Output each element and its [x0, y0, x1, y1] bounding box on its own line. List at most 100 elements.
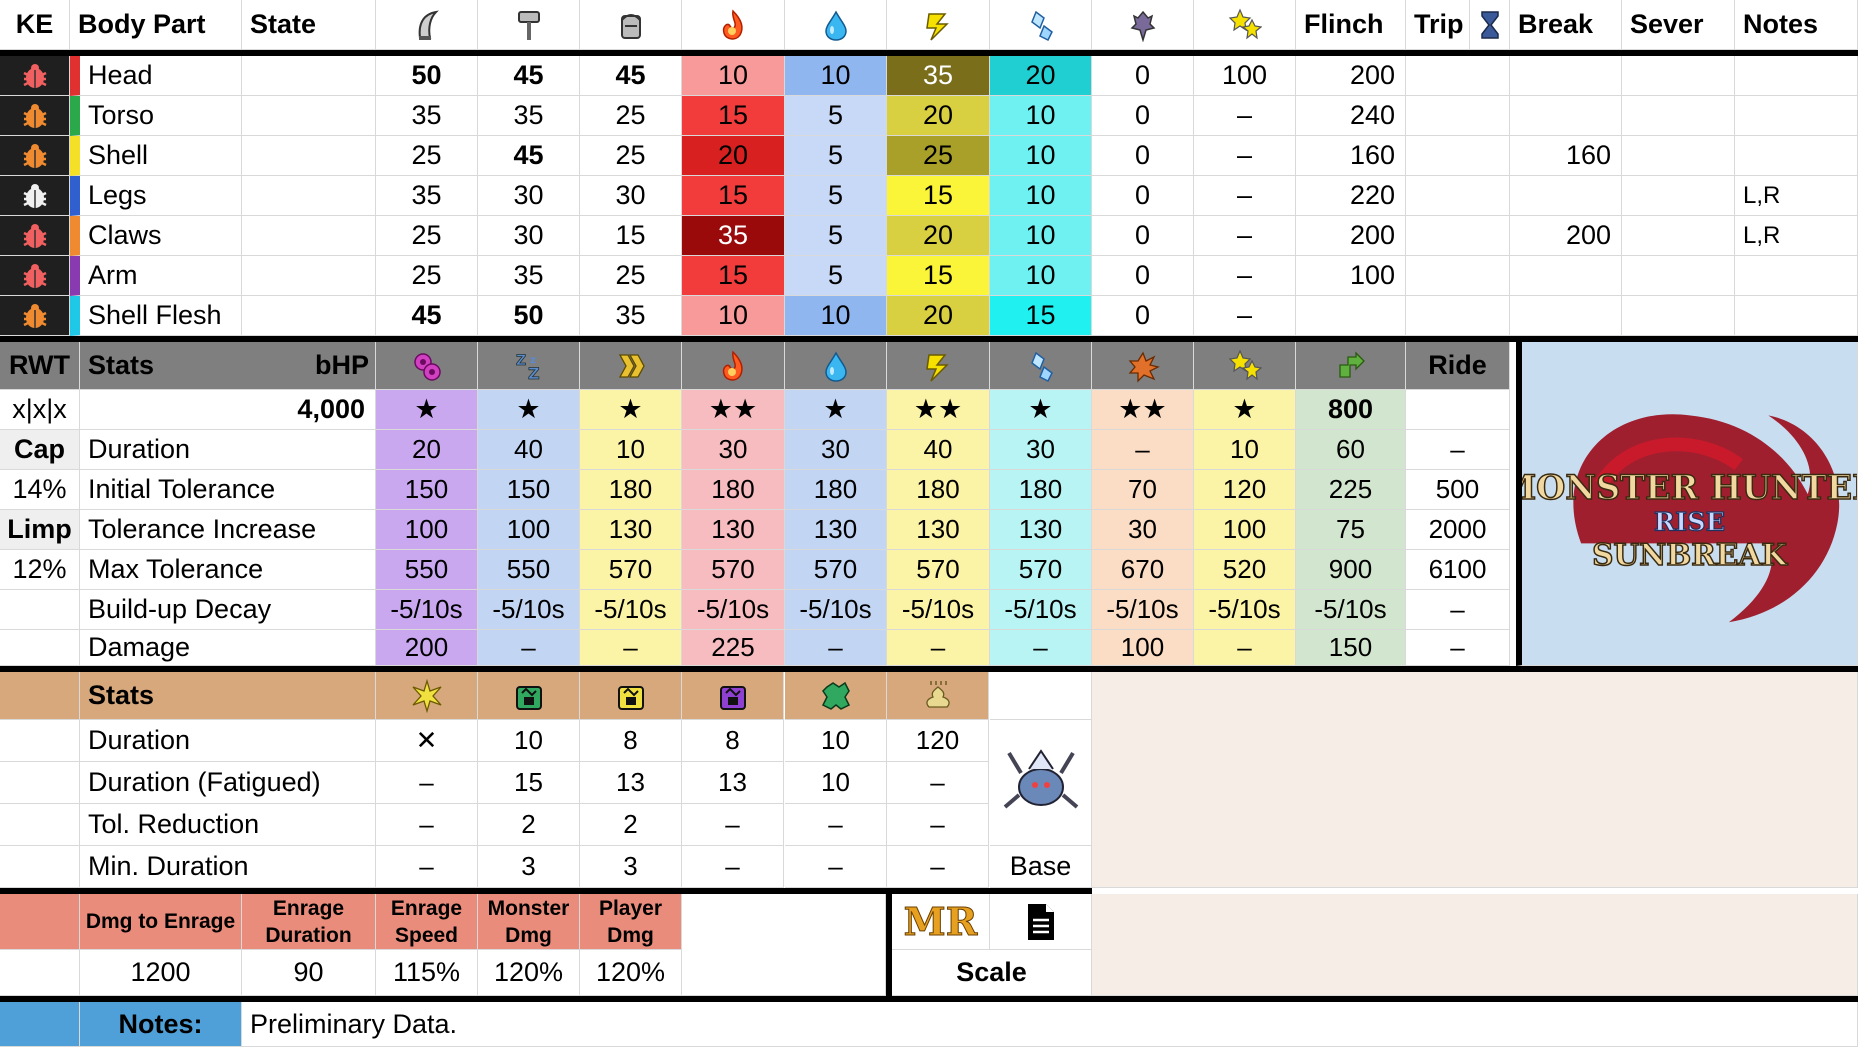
status-value: 100: [1092, 630, 1194, 666]
fire-icon: [722, 8, 743, 40]
status-value: 670: [1092, 550, 1194, 590]
enrage-value: 120%: [580, 950, 682, 996]
status-value: 200: [376, 630, 478, 666]
hitzone-water: 5: [785, 216, 887, 256]
header-hourglass-icon: [1470, 0, 1510, 50]
hitzone-ice: 10: [990, 216, 1092, 256]
hitzone-blunt: 45: [478, 56, 580, 96]
status-value: 130: [990, 510, 1092, 550]
flinch-value: [1296, 296, 1406, 336]
hitzone-ammo: 15: [580, 216, 682, 256]
sever-value: [1622, 216, 1735, 256]
enrage-header: Dmg to Enrage: [80, 894, 242, 950]
hourglass-icon: [1480, 10, 1499, 39]
item-value: 13: [580, 762, 682, 804]
hitzone-dragon: 0: [1092, 136, 1194, 176]
status-value: 75: [1296, 510, 1406, 550]
row-ke-icon: [0, 136, 70, 176]
status-value: 180: [990, 470, 1092, 510]
water-icon: [824, 350, 847, 382]
status-value: 225: [1296, 470, 1406, 510]
flinch-value: 200: [1296, 216, 1406, 256]
hitzone-sever: 25: [376, 216, 478, 256]
status-value: 130: [682, 510, 785, 550]
rwt-side-cell: [0, 630, 80, 666]
status-stars: ★★: [887, 390, 990, 430]
header-tranq-icon: [682, 672, 784, 720]
notes-value: [1735, 136, 1858, 176]
item-value: 120: [887, 720, 989, 762]
enrage-blank: [682, 894, 886, 996]
status-value: 40: [478, 430, 580, 470]
hitzone-ammo: 25: [580, 96, 682, 136]
header-trip: Trip: [1406, 0, 1470, 50]
enrage-value: 115%: [376, 950, 478, 996]
break-value: 160: [1510, 136, 1622, 176]
status-value: 130: [785, 510, 887, 550]
mr-label: MR: [903, 899, 978, 945]
scale-label: Scale: [892, 950, 1092, 996]
header-sever-icon: [376, 0, 478, 50]
item-value: –: [376, 804, 478, 846]
item-value: –: [887, 846, 989, 888]
hitzone-blunt: 30: [478, 176, 580, 216]
enrage-value: 1200: [80, 950, 242, 996]
item-value: 3: [478, 846, 580, 888]
status-value: -5/10s: [990, 590, 1092, 630]
stun-icon: [1228, 348, 1262, 380]
sever-value: [1622, 296, 1735, 336]
hitzone-water: 10: [785, 56, 887, 96]
hitzone-sever: 35: [376, 96, 478, 136]
status-stars: ★: [785, 390, 887, 430]
header-ice-icon: [990, 0, 1092, 50]
hitzone-stun: 100: [1194, 56, 1296, 96]
hitzone-sever: 35: [376, 176, 478, 216]
hitzone-blunt: 35: [478, 96, 580, 136]
hitzone-thunder: 35: [887, 56, 990, 96]
svg-text:Z: Z: [528, 364, 540, 383]
section-divider: [0, 666, 1858, 672]
status-stars: 800: [1296, 390, 1406, 430]
status-value: –: [1194, 630, 1296, 666]
header-ride: Ride: [1406, 342, 1510, 390]
status-stars: ★★: [1092, 390, 1194, 430]
break-value: [1510, 296, 1622, 336]
pitfall-trap-icon: [617, 685, 644, 710]
status-value: –: [1406, 630, 1510, 666]
item-value: –: [785, 846, 887, 888]
hitzone-blunt: 30: [478, 216, 580, 256]
rwt-side-cell: 12%: [0, 550, 80, 590]
status-value: 2000: [1406, 510, 1510, 550]
hitzone-blunt: 35: [478, 256, 580, 296]
bug-icon: [22, 303, 47, 328]
status-value: -5/10s: [887, 590, 990, 630]
status-value: 100: [478, 510, 580, 550]
status-value: 180: [887, 470, 990, 510]
status-value: -5/10s: [1194, 590, 1296, 630]
flinch-value: 200: [1296, 56, 1406, 96]
item-value: –: [682, 846, 784, 888]
header-break: Break: [1510, 0, 1622, 50]
status-value: –: [478, 630, 580, 666]
header-screamer-pod-icon: [785, 672, 887, 720]
status-value: 150: [478, 470, 580, 510]
hitzone-ice: 20: [990, 56, 1092, 96]
hitzone-stun: –: [1194, 136, 1296, 176]
header-pitfall-trap-icon: [580, 672, 682, 720]
status-value: -5/10s: [1092, 590, 1194, 630]
header-ammo-icon: [580, 0, 682, 50]
status-value: 120: [1194, 470, 1296, 510]
state-cell: [242, 296, 376, 336]
items-stats-label: Stats: [80, 672, 376, 720]
game-logo: MONSTER HUNTERRISESUNBREAK: [1516, 342, 1858, 666]
hitzone-ice: 10: [990, 176, 1092, 216]
status-value: 550: [478, 550, 580, 590]
status-value: –: [1406, 590, 1510, 630]
status-value: 10: [1194, 430, 1296, 470]
hitzone-dragon: 0: [1092, 256, 1194, 296]
item-value: 10: [478, 720, 580, 762]
status-value: –: [785, 630, 887, 666]
status-value: –: [1092, 430, 1194, 470]
status-value: 130: [887, 510, 990, 550]
